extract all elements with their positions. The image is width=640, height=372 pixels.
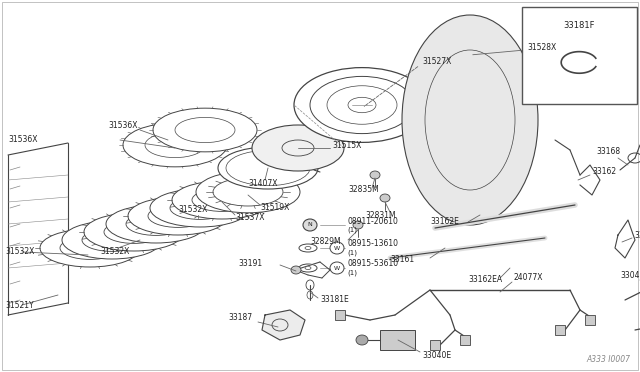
Polygon shape	[262, 310, 305, 340]
Bar	[460, 335, 470, 345]
Text: 33187: 33187	[228, 314, 252, 323]
Text: 31527X: 31527X	[422, 58, 451, 67]
Bar	[522, 7, 637, 104]
Text: W: W	[334, 246, 340, 250]
Bar	[380, 330, 415, 350]
Text: 08915-53610: 08915-53610	[347, 260, 398, 269]
Text: 32829M: 32829M	[310, 237, 340, 247]
Text: 32835M: 32835M	[348, 186, 379, 195]
Text: 33181F: 33181F	[563, 21, 595, 30]
Ellipse shape	[330, 262, 344, 274]
Text: 33181E: 33181E	[320, 295, 349, 305]
Ellipse shape	[370, 171, 380, 179]
Bar	[555, 325, 565, 335]
Text: 31532X: 31532X	[178, 205, 207, 215]
Text: 31532X: 31532X	[5, 247, 35, 257]
Text: 33162EA: 33162EA	[468, 276, 502, 285]
Ellipse shape	[196, 171, 300, 213]
Text: 33040E: 33040E	[422, 350, 451, 359]
Text: 24077X: 24077X	[514, 273, 543, 282]
Ellipse shape	[218, 147, 318, 189]
Text: 31528X: 31528X	[527, 42, 556, 51]
Text: N: N	[308, 222, 312, 228]
Ellipse shape	[150, 189, 250, 227]
Text: (1): (1)	[347, 227, 357, 233]
Ellipse shape	[153, 108, 257, 152]
Text: 31515X: 31515X	[332, 141, 362, 150]
Text: 08911-20610: 08911-20610	[347, 217, 398, 225]
Text: 32831M: 32831M	[365, 211, 396, 219]
Text: 33169: 33169	[634, 231, 640, 240]
Ellipse shape	[402, 15, 538, 225]
Ellipse shape	[303, 219, 317, 231]
Ellipse shape	[294, 68, 430, 142]
Text: 31536X: 31536X	[108, 122, 138, 131]
Ellipse shape	[84, 213, 184, 251]
Ellipse shape	[291, 266, 301, 274]
Bar	[585, 315, 595, 325]
Ellipse shape	[330, 242, 344, 254]
Text: 31537X: 31537X	[235, 214, 264, 222]
Ellipse shape	[40, 229, 140, 267]
Ellipse shape	[123, 123, 227, 167]
Text: (1): (1)	[347, 270, 357, 276]
Text: 31407X: 31407X	[248, 180, 278, 189]
Text: (1): (1)	[347, 250, 357, 256]
Text: 31532X: 31532X	[100, 247, 129, 257]
Text: 31519X: 31519X	[260, 203, 289, 212]
Text: 33168: 33168	[596, 148, 620, 157]
Text: 33161: 33161	[390, 256, 414, 264]
Text: 08915-13610: 08915-13610	[347, 240, 398, 248]
Text: 31521Y: 31521Y	[5, 301, 34, 310]
Ellipse shape	[128, 197, 228, 235]
Ellipse shape	[356, 335, 368, 345]
Ellipse shape	[172, 181, 272, 219]
Bar	[430, 340, 440, 350]
Text: 33162: 33162	[592, 167, 616, 176]
Bar	[335, 310, 345, 320]
Text: 33040EA: 33040EA	[620, 270, 640, 279]
Ellipse shape	[353, 221, 363, 229]
Ellipse shape	[62, 221, 162, 259]
Ellipse shape	[380, 194, 390, 202]
Ellipse shape	[106, 205, 206, 243]
Text: 31536X: 31536X	[8, 135, 38, 144]
Text: W: W	[334, 266, 340, 270]
Text: 33162E: 33162E	[430, 218, 459, 227]
Text: A333 I0007: A333 I0007	[586, 355, 630, 364]
Text: 33191: 33191	[238, 259, 262, 267]
Ellipse shape	[252, 125, 344, 171]
